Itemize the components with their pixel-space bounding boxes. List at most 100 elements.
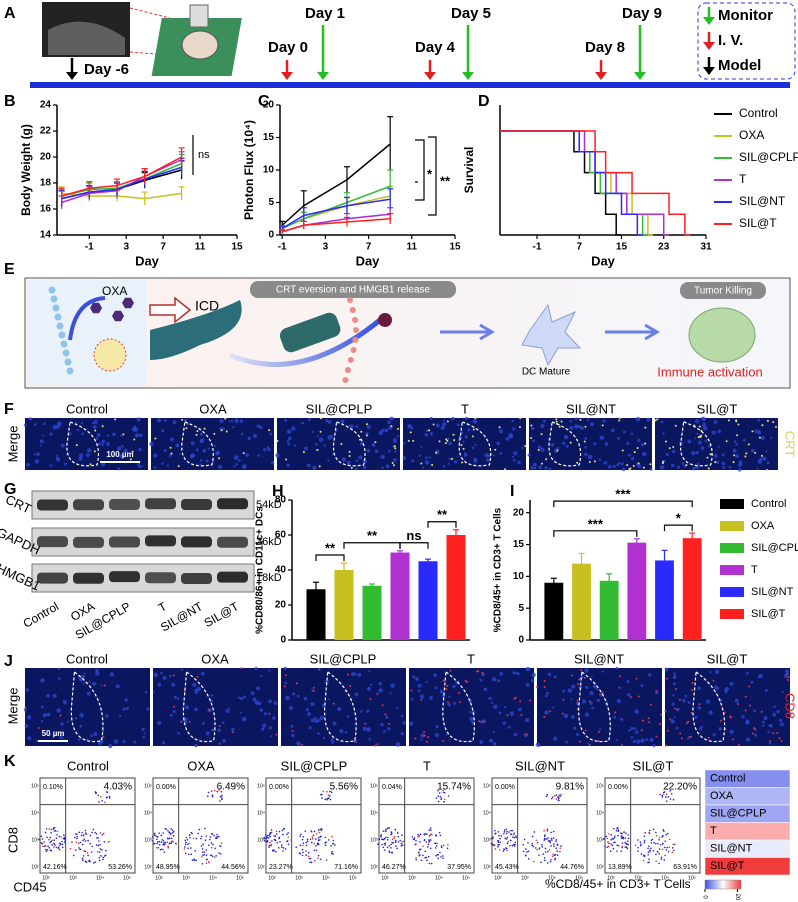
nucleus <box>700 446 705 451</box>
event-dot <box>382 830 385 832</box>
legend-label: I. V. <box>718 32 743 49</box>
stain-spot <box>583 676 586 679</box>
event-dot <box>203 851 206 853</box>
event-dot <box>270 831 273 834</box>
nucleus <box>243 695 246 699</box>
event-dot <box>647 861 649 864</box>
nucleus <box>435 725 439 729</box>
event-dot <box>665 833 668 836</box>
event-dot <box>647 847 649 850</box>
event-dot <box>397 841 400 843</box>
nucleus <box>573 726 577 730</box>
event-dot <box>192 837 195 840</box>
stain-spot <box>540 433 543 436</box>
event-dot <box>670 792 673 795</box>
timeline-bar <box>30 82 790 88</box>
stain-spot <box>570 674 573 677</box>
stain-spot <box>678 698 681 701</box>
dying-cell <box>279 312 341 353</box>
stain-spot <box>291 729 294 732</box>
stain-spot <box>555 420 558 423</box>
event-dot <box>512 836 514 838</box>
event-dot <box>334 844 336 846</box>
stain-spot <box>458 691 461 694</box>
event-dot <box>89 842 92 845</box>
stain-spot <box>381 704 384 707</box>
blot-band <box>37 572 68 584</box>
event-dot <box>165 828 168 831</box>
nucleus <box>133 427 138 432</box>
event-dot <box>86 852 89 854</box>
nucleus <box>419 694 425 699</box>
event-dot <box>320 828 323 830</box>
nucleus <box>39 444 42 447</box>
legend-label: SIL@NT <box>751 586 794 598</box>
nucleus <box>421 466 425 469</box>
timeline-arrow-head <box>462 72 474 80</box>
stain-spot <box>319 430 322 433</box>
stain-spot <box>435 451 438 454</box>
nucleus <box>721 453 725 457</box>
y-tick-label: 10⁴ <box>257 810 265 816</box>
panel-letter: D <box>478 93 490 110</box>
stain-spot <box>391 462 394 465</box>
event-dot <box>560 845 562 847</box>
nucleus <box>200 671 205 676</box>
event-dot <box>311 841 313 844</box>
event-dot <box>627 843 629 846</box>
stain-spot <box>621 744 624 747</box>
event-dot <box>81 859 84 862</box>
event-dot <box>384 830 387 832</box>
event-dot <box>428 829 431 831</box>
lipid-head <box>56 322 64 330</box>
nucleus <box>104 714 109 718</box>
stain-spot <box>240 667 243 670</box>
event-dot <box>387 836 389 839</box>
stain-spot <box>528 699 531 702</box>
nucleus <box>319 715 325 720</box>
nucleus <box>760 436 765 441</box>
event-dot <box>92 862 95 864</box>
event-dot <box>658 839 660 841</box>
nucleus <box>573 424 579 429</box>
event-dot <box>498 844 500 846</box>
stain-spot <box>427 736 430 739</box>
y-tick-label: 10³ <box>31 837 39 843</box>
event-dot <box>547 840 550 842</box>
nucleus <box>366 727 371 732</box>
event-dot <box>275 833 278 835</box>
nucleus <box>252 697 257 702</box>
nucleus <box>395 742 401 747</box>
event-dot <box>206 795 209 798</box>
event-dot <box>621 832 623 835</box>
nucleus <box>424 433 429 437</box>
nucleus <box>530 466 534 470</box>
event-dot <box>657 842 659 845</box>
bar <box>306 589 326 640</box>
flow-plot <box>152 777 249 874</box>
event-dot <box>329 795 331 797</box>
y-tick-label: 24 <box>40 100 52 111</box>
event-dot <box>187 843 189 846</box>
stain-spot <box>648 721 651 724</box>
event-dot <box>82 855 85 857</box>
stain-spot <box>390 425 393 428</box>
nucleus <box>562 441 566 445</box>
event-dot <box>98 851 101 853</box>
killed-tumor <box>688 307 756 363</box>
event-dot <box>552 837 555 839</box>
event-dot <box>91 831 93 834</box>
event-dot <box>643 839 646 842</box>
nucleus <box>604 442 609 446</box>
event-dot <box>101 848 103 851</box>
nucleus <box>497 679 501 683</box>
nucleus <box>199 459 203 462</box>
x-tick-label: -1 <box>85 242 94 253</box>
event-dot <box>185 836 188 839</box>
nucleus <box>366 709 370 713</box>
stain-spot <box>218 457 221 460</box>
event-dot <box>388 827 391 829</box>
probe <box>189 4 209 28</box>
nucleus <box>580 426 585 431</box>
event-dot <box>548 849 551 851</box>
